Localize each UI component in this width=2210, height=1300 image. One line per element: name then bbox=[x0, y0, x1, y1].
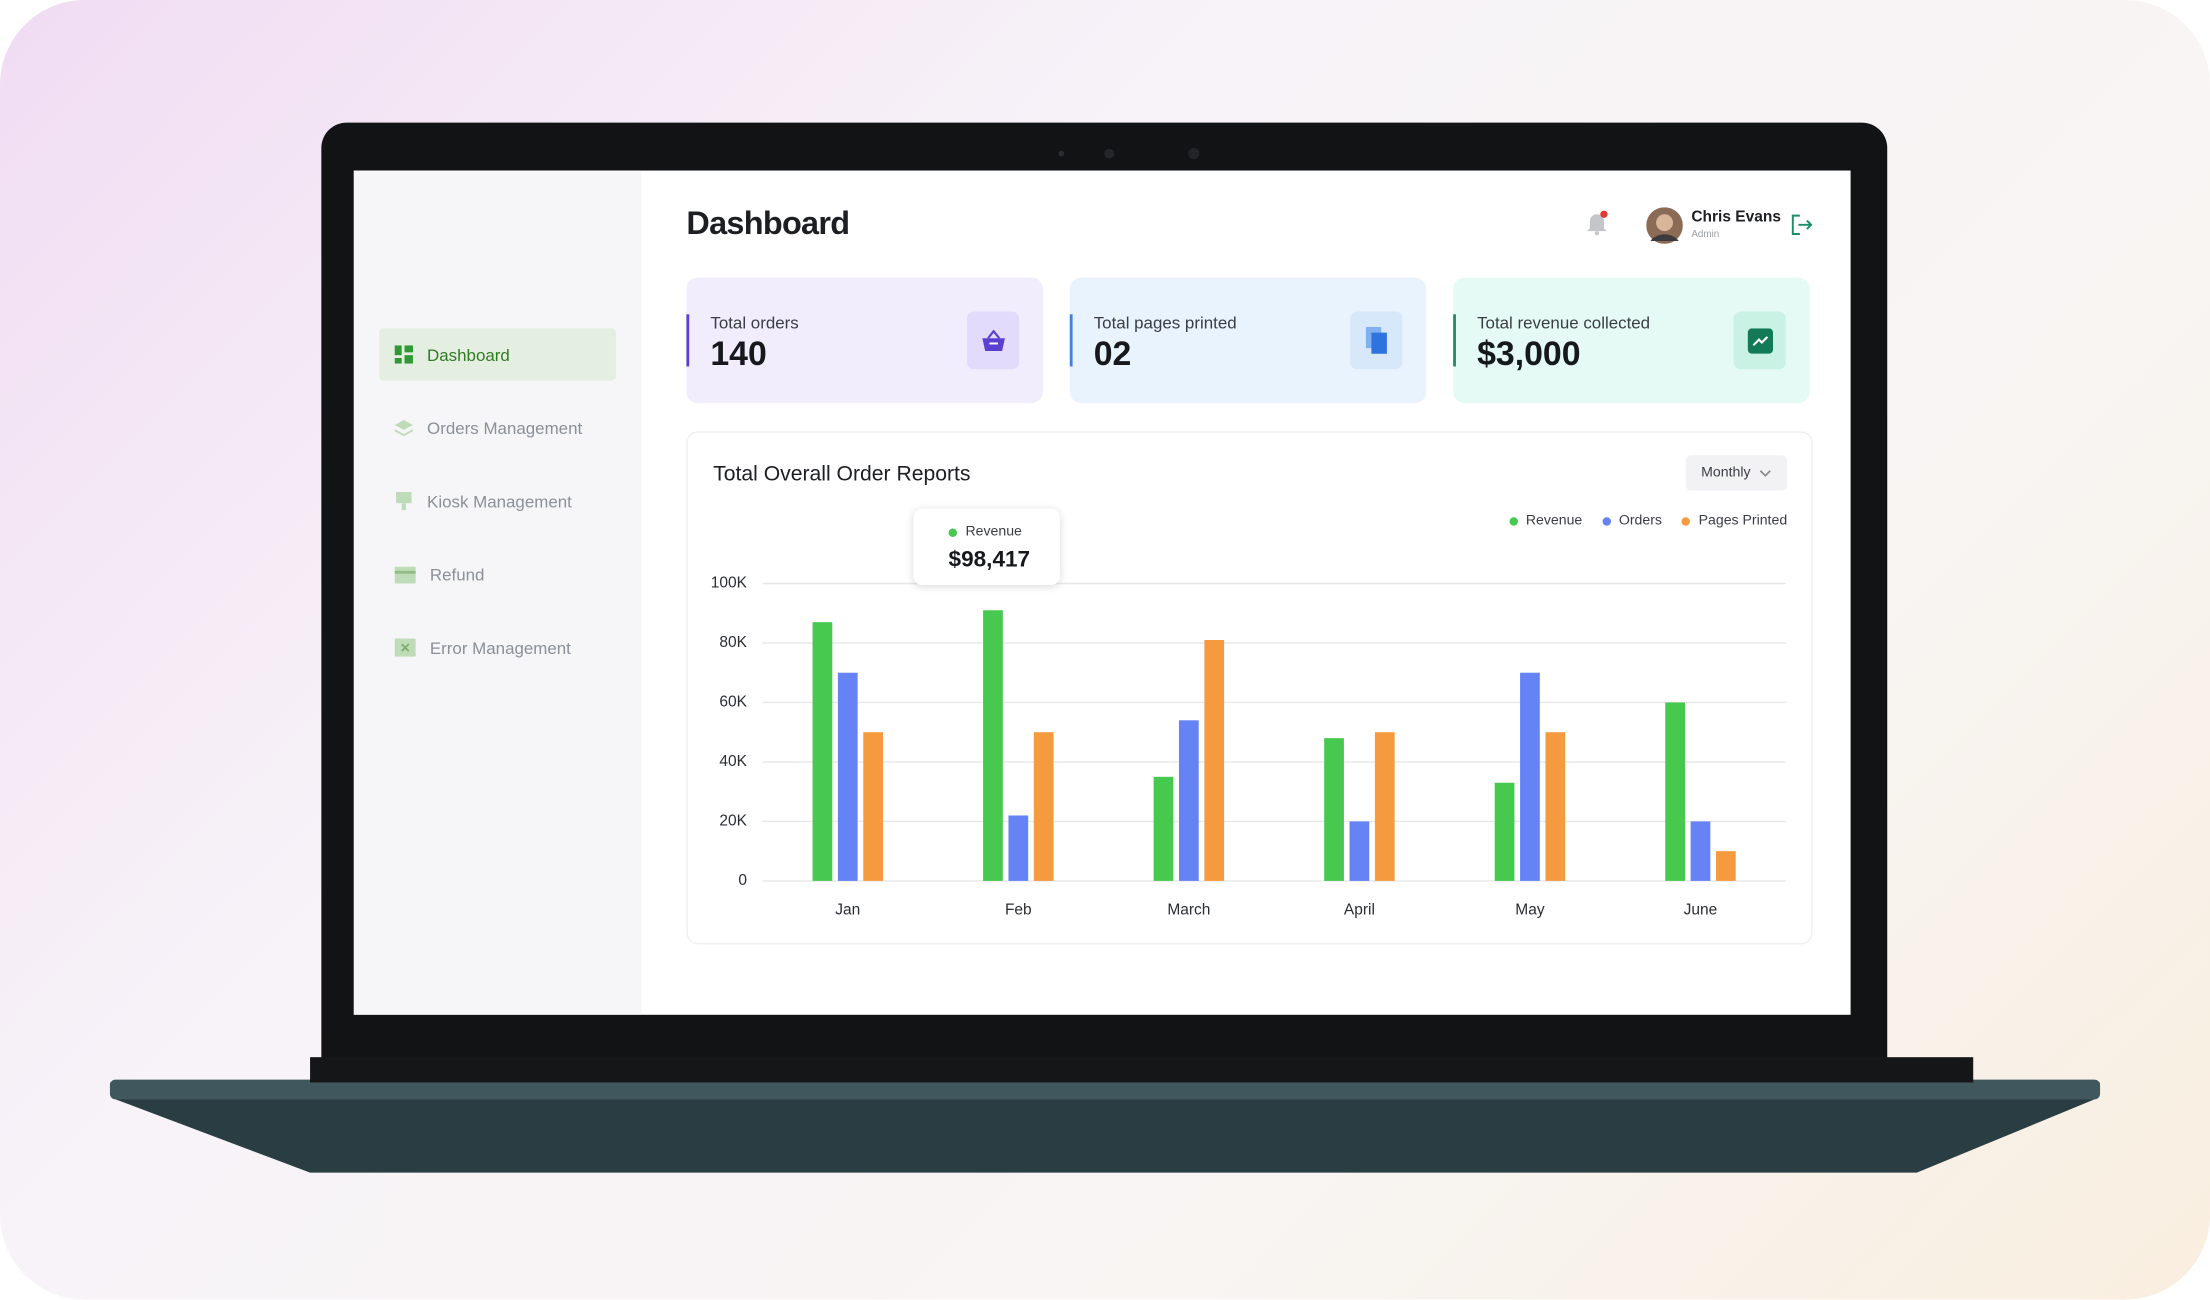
stat-value: 140 bbox=[710, 335, 767, 374]
screen: Dashboard Orders Management Kiosk Manage… bbox=[353, 170, 1851, 1015]
nav-icon bbox=[394, 638, 416, 657]
legend-item: Revenue bbox=[1508, 513, 1583, 529]
y-tick-label: 60K bbox=[719, 694, 747, 711]
bar bbox=[812, 622, 833, 881]
stat-card: Total revenue collected $3,000 bbox=[1453, 277, 1810, 404]
nav-icon bbox=[394, 420, 413, 437]
nav-label: Orders Management bbox=[427, 417, 583, 438]
bar bbox=[863, 732, 884, 881]
x-tick-label: June bbox=[1684, 902, 1718, 919]
tooltip-value: $98,417 bbox=[948, 548, 1031, 573]
card-accent bbox=[686, 314, 690, 367]
pages-icon bbox=[1365, 326, 1387, 354]
sidebar: Dashboard Orders Management Kiosk Manage… bbox=[353, 170, 642, 1015]
stat-value: $3,000 bbox=[1477, 335, 1581, 374]
bar bbox=[837, 672, 858, 881]
stat-label: Total orders bbox=[710, 312, 799, 333]
bar bbox=[1520, 672, 1540, 881]
legend-dot bbox=[1508, 516, 1518, 526]
nav-item[interactable]: Error Management bbox=[379, 622, 616, 674]
x-tick-label: March bbox=[1167, 902, 1210, 919]
legend-item: Pages Printed bbox=[1681, 513, 1788, 529]
x-tick-label: May bbox=[1515, 902, 1545, 919]
stat-icon bbox=[966, 311, 1020, 370]
user-name: Chris Evans bbox=[1691, 208, 1781, 226]
nav-label: Kiosk Management bbox=[427, 491, 572, 511]
bar bbox=[983, 610, 1003, 881]
page-title: Dashboard bbox=[686, 204, 850, 242]
bar bbox=[1008, 815, 1029, 881]
nav-label: Refund bbox=[429, 564, 485, 585]
nav-label: Error Management bbox=[429, 637, 571, 658]
chart-card: Total Overall Order Reports Monthly Reve… bbox=[686, 431, 1813, 945]
user-role: Admin bbox=[1691, 229, 1720, 240]
bar bbox=[1033, 732, 1054, 881]
x-tick-label: April bbox=[1344, 902, 1375, 919]
stat-icon bbox=[1733, 311, 1786, 370]
notification-bell[interactable] bbox=[1586, 210, 1609, 236]
bar bbox=[1374, 732, 1395, 881]
nav-icon bbox=[394, 565, 416, 583]
stat-label: Total pages printed bbox=[1093, 312, 1237, 333]
nav-item[interactable]: Dashboard bbox=[379, 328, 616, 381]
tooltip: Revenue $98,417 bbox=[913, 508, 1060, 585]
laptop-base bbox=[109, 1057, 2101, 1173]
legend-dot bbox=[1601, 516, 1611, 526]
nav-item[interactable]: Kiosk Management bbox=[379, 475, 616, 527]
card-accent bbox=[1069, 314, 1073, 367]
legend-item: Orders bbox=[1601, 513, 1662, 529]
legend: Revenue Orders Pages Printed bbox=[1508, 513, 1788, 529]
legend-label: Revenue bbox=[1525, 513, 1583, 529]
y-tick-label: 40K bbox=[719, 753, 747, 770]
y-tick-label: 100K bbox=[711, 575, 748, 592]
tooltip-series: Revenue bbox=[948, 524, 1022, 540]
nav-icon bbox=[396, 491, 412, 511]
nav-icon bbox=[394, 345, 413, 364]
x-tick-label: Feb bbox=[1005, 902, 1032, 919]
bar bbox=[1690, 821, 1711, 881]
bar bbox=[1153, 776, 1174, 881]
x-tick-label: Jan bbox=[835, 902, 860, 919]
camera bbox=[1058, 147, 1200, 160]
tooltip-series-name: Revenue bbox=[965, 524, 1022, 540]
stat-label: Total revenue collected bbox=[1477, 312, 1651, 333]
revenue-icon bbox=[1747, 327, 1773, 354]
stat-icon bbox=[1350, 311, 1403, 370]
basket-icon bbox=[981, 329, 1005, 351]
nav-item[interactable]: Orders Management bbox=[379, 402, 616, 454]
bar bbox=[1494, 782, 1515, 881]
period-label: Monthly bbox=[1701, 465, 1751, 481]
nav-label: Dashboard bbox=[427, 344, 510, 365]
y-tick-label: 80K bbox=[719, 634, 747, 651]
logout-button[interactable] bbox=[1791, 214, 1814, 235]
nav-item[interactable]: Refund bbox=[379, 548, 616, 600]
bar bbox=[1545, 732, 1566, 881]
avatar[interactable] bbox=[1646, 207, 1683, 244]
tooltip-dot bbox=[948, 527, 958, 537]
legend-label: Pages Printed bbox=[1698, 513, 1788, 529]
card-accent bbox=[1453, 314, 1456, 367]
legend-label: Orders bbox=[1618, 513, 1662, 529]
stat-card: Total pages printed 02 bbox=[1069, 277, 1427, 404]
bar bbox=[1715, 851, 1736, 881]
chart: 0 20K 40K 60K 80K 100K Jan Feb March April May June bbox=[711, 575, 1786, 919]
bar bbox=[1349, 821, 1370, 881]
bar bbox=[1324, 738, 1344, 881]
y-tick-label: 0 bbox=[738, 872, 747, 889]
bar bbox=[1665, 702, 1685, 881]
stat-card: Total orders 140 bbox=[686, 277, 1043, 404]
legend-dot bbox=[1681, 516, 1691, 526]
chevron bbox=[1759, 469, 1771, 477]
bar bbox=[1178, 720, 1199, 881]
stat-value: 02 bbox=[1093, 335, 1132, 374]
chart-title: Total Overall Order Reports bbox=[713, 462, 971, 487]
period-dropdown[interactable]: Monthly bbox=[1685, 455, 1788, 491]
bar bbox=[1204, 640, 1225, 881]
y-tick-label: 20K bbox=[719, 813, 747, 830]
